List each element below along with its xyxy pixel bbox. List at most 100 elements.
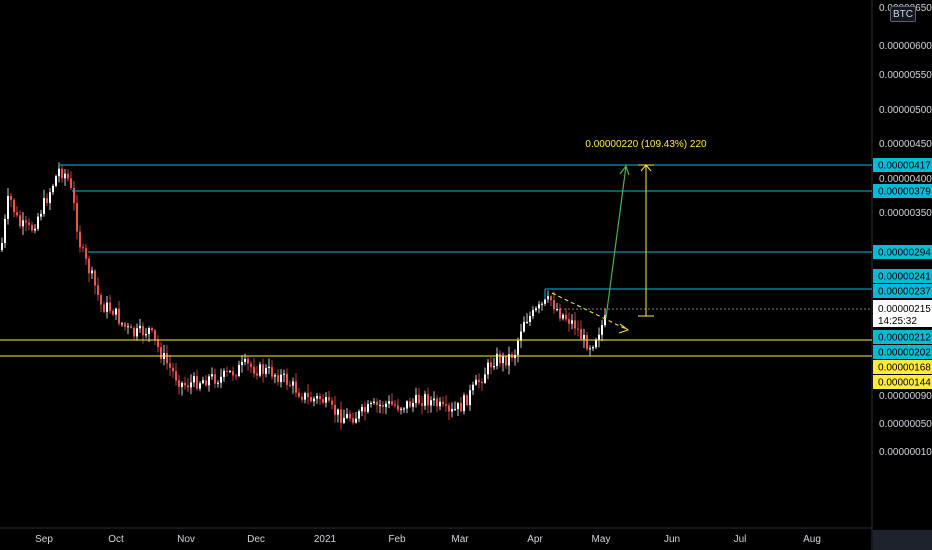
candle-body bbox=[604, 315, 606, 326]
candle-body bbox=[43, 198, 45, 214]
candle-body bbox=[502, 356, 504, 364]
y-tick-label: 0.00000050 bbox=[879, 419, 932, 430]
candle-body bbox=[349, 414, 351, 419]
candle-body bbox=[463, 395, 465, 412]
candle-body bbox=[214, 374, 216, 384]
measure-arrowhead bbox=[640, 164, 652, 172]
candle-body bbox=[367, 403, 369, 412]
candle-body bbox=[307, 393, 309, 398]
candle-body bbox=[280, 374, 282, 382]
candle-body bbox=[475, 379, 477, 385]
candle-body bbox=[553, 300, 555, 310]
projection-arrow bbox=[605, 165, 627, 319]
candle-body bbox=[10, 195, 12, 200]
candle-body bbox=[133, 327, 135, 337]
candle-body bbox=[46, 198, 48, 204]
candle-body bbox=[262, 364, 264, 374]
candle-body bbox=[457, 403, 459, 410]
candle-body bbox=[451, 409, 453, 412]
candle-body bbox=[430, 400, 432, 406]
candle-body bbox=[490, 362, 492, 368]
candle-body bbox=[388, 401, 390, 404]
candle-body bbox=[244, 358, 246, 362]
candle-body bbox=[169, 363, 171, 368]
candle-body bbox=[409, 401, 411, 407]
candle-body bbox=[268, 366, 270, 369]
candle-body bbox=[40, 213, 42, 217]
candle-body bbox=[481, 381, 483, 383]
candle-body bbox=[331, 400, 333, 405]
candle-body bbox=[355, 418, 357, 423]
price-level-badge-text: 0.00000237 bbox=[878, 287, 931, 298]
candle-body bbox=[301, 396, 303, 400]
candle-body bbox=[337, 409, 339, 415]
projection-arrowhead bbox=[619, 164, 630, 176]
price-level-badge-text: 0.00000144 bbox=[878, 378, 931, 389]
candle-body bbox=[208, 376, 210, 386]
candle-body bbox=[448, 405, 450, 412]
candle-body bbox=[196, 376, 198, 389]
candles-group bbox=[1, 162, 606, 430]
price-level-badge bbox=[873, 184, 932, 198]
candle-body bbox=[418, 394, 420, 404]
price-level-badge-text: 0.00000202 bbox=[878, 348, 931, 359]
candle-body bbox=[97, 285, 99, 296]
candle-body bbox=[145, 333, 147, 336]
candle-body bbox=[79, 231, 81, 248]
candle-body bbox=[493, 365, 495, 368]
candle-body bbox=[334, 404, 336, 415]
x-tick-label: Sep bbox=[35, 534, 53, 545]
candle-body bbox=[76, 203, 78, 232]
candle-body bbox=[217, 382, 219, 384]
candle-body bbox=[121, 323, 123, 325]
candle-body bbox=[583, 334, 585, 340]
candle-body bbox=[595, 339, 597, 348]
candle-body bbox=[181, 382, 183, 387]
price-level-badge-text: 0.00000379 bbox=[878, 187, 931, 198]
candle-body bbox=[256, 373, 258, 376]
candle-body bbox=[187, 385, 189, 388]
candle-body bbox=[586, 334, 588, 350]
candle-body bbox=[283, 373, 285, 375]
candle-body bbox=[397, 405, 399, 410]
x-tick-label: Apr bbox=[527, 534, 543, 545]
candle-body bbox=[82, 247, 84, 249]
price-level-badge bbox=[873, 158, 932, 172]
candle-body bbox=[598, 334, 600, 340]
candle-body bbox=[139, 325, 141, 329]
candle-body bbox=[34, 228, 36, 231]
candle-body bbox=[343, 417, 345, 423]
candle-body bbox=[523, 322, 525, 332]
currency-badge[interactable]: BTC bbox=[890, 6, 916, 22]
candle-body bbox=[157, 339, 159, 348]
candle-body bbox=[292, 381, 294, 386]
x-tick-label: Feb bbox=[388, 534, 406, 545]
candle-body bbox=[499, 353, 501, 364]
candle-body bbox=[154, 330, 156, 340]
candle-body bbox=[406, 401, 408, 409]
candle-body bbox=[184, 382, 186, 386]
candle-body bbox=[271, 366, 273, 377]
candle-body bbox=[424, 394, 426, 406]
candle-body bbox=[136, 328, 138, 337]
candle-body bbox=[49, 192, 51, 204]
candle-body bbox=[547, 296, 549, 300]
candle-body bbox=[226, 370, 228, 372]
candle-body bbox=[289, 384, 291, 386]
candle-body bbox=[193, 376, 195, 383]
candle-body bbox=[442, 401, 444, 405]
x-tick-label: Jul bbox=[734, 534, 747, 545]
price-level-badge-text: 0.00000241 bbox=[878, 272, 931, 283]
candle-body bbox=[427, 394, 429, 406]
candle-body bbox=[379, 404, 381, 406]
candle-body bbox=[115, 308, 117, 315]
measure-label: 0.00000220 (109.43%) 220 bbox=[585, 139, 707, 150]
candle-body bbox=[340, 409, 342, 423]
candle-body bbox=[472, 384, 474, 391]
candle-body bbox=[130, 326, 132, 328]
candle-body bbox=[469, 390, 471, 405]
x-tick-label: Mar bbox=[451, 534, 469, 545]
candle-body bbox=[229, 371, 231, 373]
candle-body bbox=[541, 303, 543, 305]
